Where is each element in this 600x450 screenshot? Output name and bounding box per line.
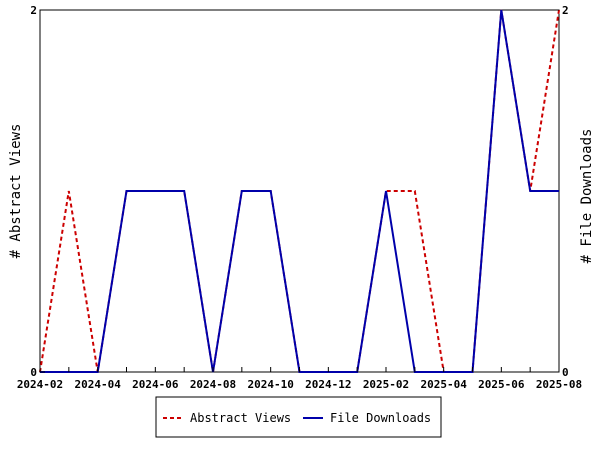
plot-area: [39, 9, 560, 373]
left-axis-title: # Abstract Views: [8, 124, 24, 259]
x-tick-label: 2025-06: [478, 378, 525, 391]
legend: Abstract Views File Downloads: [155, 396, 442, 438]
right-tick-label: 2: [562, 4, 569, 17]
x-tick-label: 2024-06: [132, 378, 179, 391]
right-axis-title: # File Downloads: [579, 129, 595, 264]
left-tick-label: 2: [30, 4, 37, 17]
left-tick-label: 0: [30, 366, 37, 379]
x-tick-label: 2024-02: [17, 378, 63, 391]
right-tick-label: 0: [562, 366, 569, 379]
x-tick-label: 2024-04: [74, 378, 121, 391]
x-tick-label: 2025-08: [536, 378, 582, 391]
y-axes: 0 2 0 2: [30, 4, 568, 379]
x-tick-label: 2025-02: [363, 378, 409, 391]
legend-box: [155, 396, 442, 438]
x-tick-label: 2024-08: [190, 378, 236, 391]
legend-label-file-downloads: File Downloads: [330, 411, 431, 425]
x-tick-label: 2025-04: [420, 378, 467, 391]
series-line-file-downloads: [40, 9, 559, 373]
series-layer: [39, 9, 560, 373]
series-line-abstract-views: [39, 9, 560, 373]
x-tick-label: 2024-10: [247, 378, 293, 391]
x-axis: 2024-02 2024-04 2024-06 2024-08 2024-10 2024-…: [17, 367, 582, 391]
x-tick-label: 2024-12: [305, 378, 351, 391]
legend-label-abstract-views: Abstract Views: [190, 411, 291, 425]
